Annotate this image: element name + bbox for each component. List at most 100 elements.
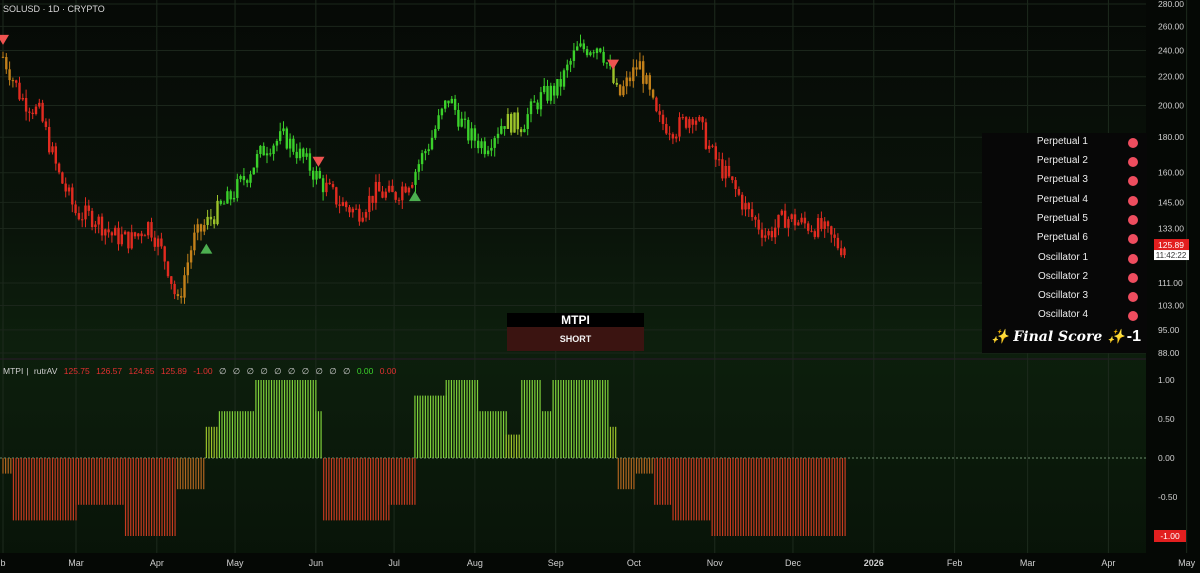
candle-body bbox=[371, 195, 374, 203]
candle-body bbox=[599, 48, 602, 52]
candle-body bbox=[282, 128, 285, 132]
score-badge bbox=[1154, 530, 1186, 542]
candle-body bbox=[503, 126, 506, 129]
candle-body bbox=[397, 199, 401, 201]
price-axis-label: 111.00 bbox=[1158, 278, 1183, 288]
signal-label: Oscillator 2 bbox=[1037, 271, 1088, 282]
legend-empty: ∅ bbox=[301, 366, 310, 376]
candle-body bbox=[460, 118, 463, 127]
signal-label: Perpetual 6 bbox=[1036, 232, 1088, 243]
time-axis-label: Apr bbox=[1101, 558, 1115, 568]
legend-empty: ∅ bbox=[260, 366, 268, 376]
signal-row: Oscillator 2 bbox=[982, 268, 1147, 287]
candle-body bbox=[21, 97, 24, 100]
candle-body bbox=[803, 217, 807, 224]
candle-body bbox=[506, 113, 510, 129]
candle-body bbox=[216, 200, 219, 225]
candle-body bbox=[688, 119, 691, 128]
candle-body bbox=[130, 232, 133, 249]
candle-body bbox=[618, 84, 622, 96]
candle-body bbox=[780, 210, 783, 215]
candle-body bbox=[698, 116, 701, 121]
indicator-source: rutrAV bbox=[33, 366, 58, 376]
candle-body bbox=[810, 230, 813, 232]
candle-body bbox=[457, 109, 460, 127]
candle-body bbox=[196, 224, 199, 233]
candle-body bbox=[708, 145, 711, 149]
candle-body bbox=[642, 61, 645, 84]
final-score-label: ✨ Final Score ✨ bbox=[991, 329, 1125, 345]
candle-body bbox=[480, 141, 483, 149]
candle-body bbox=[552, 85, 556, 96]
short-signal-marker bbox=[312, 156, 325, 167]
candle-body bbox=[750, 209, 754, 218]
candle-body bbox=[259, 145, 262, 155]
signal-label: Perpetual 4 bbox=[1036, 194, 1088, 205]
candle-body bbox=[213, 219, 216, 225]
candle-body bbox=[744, 203, 747, 210]
candle-body bbox=[444, 100, 447, 109]
candle-body bbox=[681, 117, 684, 119]
candle-body bbox=[298, 148, 302, 159]
candle-body bbox=[249, 174, 252, 183]
candle-body bbox=[543, 85, 546, 93]
candle-body bbox=[206, 216, 209, 226]
signal-row: Perpetual 2 bbox=[982, 152, 1147, 171]
candle-body bbox=[807, 223, 810, 231]
candle-body bbox=[368, 195, 371, 213]
price-axis-label: 145.00 bbox=[1158, 197, 1184, 207]
signal-table: Perpetual 1 Perpetual 2 Perpetual 3 Perp… bbox=[982, 133, 1147, 353]
candle-body bbox=[315, 170, 318, 180]
candle-body bbox=[519, 129, 523, 133]
candle-body bbox=[407, 187, 411, 193]
candle-body bbox=[684, 117, 688, 128]
final-score: ✨ Final Score ✨ -1 bbox=[982, 327, 1147, 351]
candle-body bbox=[189, 250, 193, 263]
signal-dot-icon bbox=[1128, 311, 1138, 321]
candle-body bbox=[572, 50, 576, 61]
candle-body bbox=[404, 186, 407, 193]
legend-close: 125.89 bbox=[160, 366, 187, 376]
candle-body bbox=[90, 210, 94, 228]
candle-body bbox=[18, 82, 21, 100]
candle-body bbox=[252, 167, 255, 175]
signal-dot-icon bbox=[1128, 157, 1138, 167]
candle-body bbox=[51, 146, 54, 153]
candle-body bbox=[87, 205, 90, 211]
candle-body bbox=[226, 191, 229, 204]
candle-body bbox=[757, 219, 760, 230]
candle-body bbox=[430, 137, 434, 150]
candle-body bbox=[44, 121, 48, 127]
candle-body bbox=[843, 248, 846, 256]
legend-empty: ∅ bbox=[219, 366, 227, 376]
legend-score: -1.00 bbox=[193, 366, 213, 376]
candle-body bbox=[94, 224, 97, 228]
candle-body bbox=[361, 217, 364, 222]
indicator-legend[interactable]: MTPI | rutrAV 125.75 126.57 124.65 125.89… bbox=[3, 366, 400, 377]
candle-body bbox=[453, 98, 457, 110]
candle-body bbox=[114, 227, 117, 236]
candle-body bbox=[57, 163, 61, 173]
candle-body bbox=[31, 112, 34, 115]
candle-body bbox=[523, 129, 526, 133]
candle-body bbox=[556, 79, 559, 96]
candle-body bbox=[737, 189, 741, 195]
price-axis-label: 240.00 bbox=[1158, 45, 1184, 55]
candle-body bbox=[110, 232, 114, 236]
candle-body bbox=[140, 233, 143, 237]
candle-body bbox=[272, 145, 275, 154]
candle-body bbox=[71, 187, 74, 205]
candle-body bbox=[275, 140, 279, 146]
candle-body bbox=[622, 86, 625, 96]
mtpi-signal-box: MTPI SHORT bbox=[507, 313, 644, 351]
candle-body bbox=[717, 159, 721, 161]
candle-body bbox=[34, 106, 38, 115]
candle-body bbox=[345, 202, 348, 208]
candle-body bbox=[486, 150, 490, 155]
time-axis-label: May bbox=[1178, 558, 1196, 568]
candle-body bbox=[77, 213, 81, 220]
candle-body bbox=[391, 185, 394, 193]
candle-body bbox=[671, 134, 675, 139]
